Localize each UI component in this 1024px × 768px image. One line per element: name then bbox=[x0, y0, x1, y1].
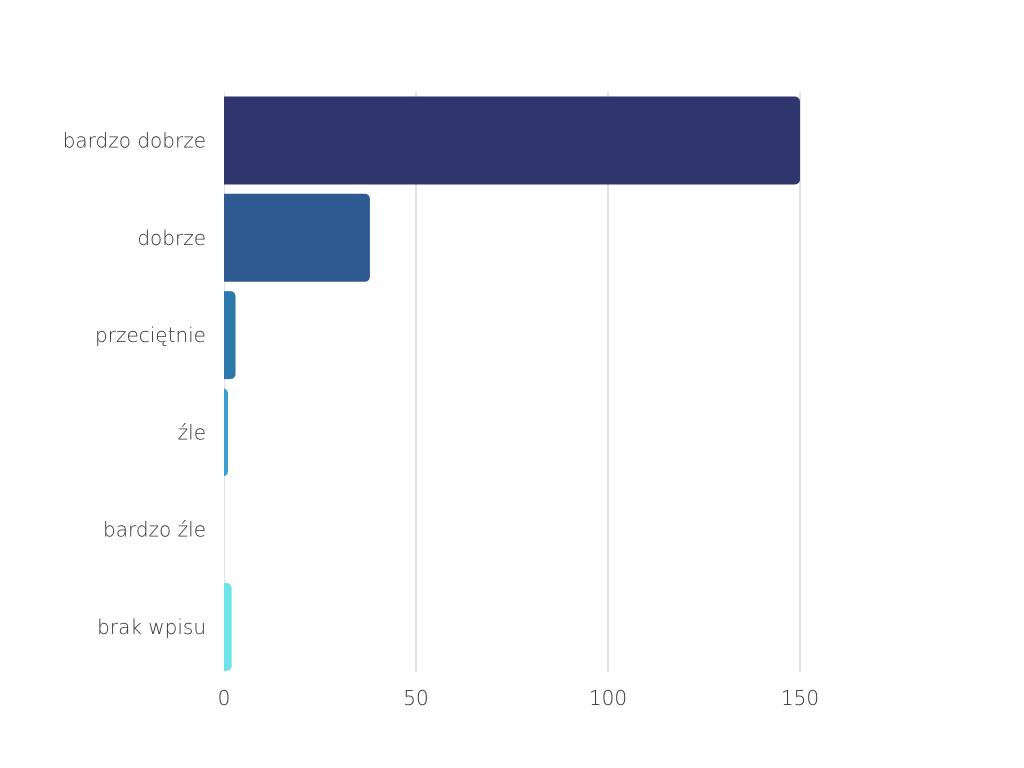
bars bbox=[216, 92, 800, 672]
category-label: źle bbox=[178, 420, 206, 444]
category-labels: bardzo dobrze dobrze przeciętnie źle bardzo … bbox=[63, 129, 206, 640]
category-label: bardzo źle bbox=[103, 518, 206, 542]
category-label: przeciętnie bbox=[95, 323, 206, 347]
bar bbox=[218, 193, 370, 282]
x-tick-label: 50 bbox=[403, 686, 428, 710]
x-tick-label: 100 bbox=[589, 686, 627, 710]
x-tick-label: 150 bbox=[781, 686, 819, 710]
axis-mask bbox=[216, 92, 224, 672]
category-label: dobrze bbox=[137, 226, 206, 250]
x-tick-labels: 0 50 100 150 bbox=[218, 686, 819, 710]
x-tick-label: 0 bbox=[218, 686, 231, 710]
category-label: bardzo dobrze bbox=[63, 129, 206, 153]
category-label: brak wpisu bbox=[97, 615, 206, 639]
bar bbox=[218, 96, 800, 185]
